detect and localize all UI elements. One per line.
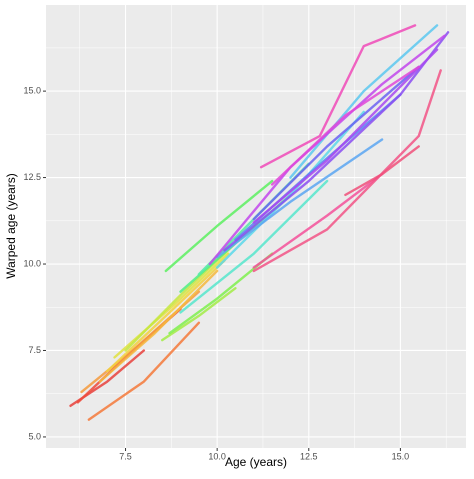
series-line xyxy=(179,179,329,314)
series-line xyxy=(160,287,237,342)
y-tick-label: 7.5 xyxy=(28,345,41,355)
series-line xyxy=(252,69,442,273)
series-line xyxy=(344,145,420,197)
series-line xyxy=(252,65,420,221)
x-tick-label: 15.0 xyxy=(392,451,410,461)
y-tick-label: 12.5 xyxy=(23,172,41,182)
series-line xyxy=(208,34,446,266)
x-tick-label: 12.5 xyxy=(300,451,318,461)
series-line xyxy=(106,259,226,373)
series-line xyxy=(113,252,230,359)
y-tick-label: 5.0 xyxy=(28,431,41,441)
series-line xyxy=(87,321,201,421)
series-line xyxy=(259,24,417,169)
series-line xyxy=(215,138,384,259)
y-tick-label: 10.0 xyxy=(23,258,41,268)
x-tick-label: 7.5 xyxy=(119,451,132,461)
y-tick-label: 15.0 xyxy=(23,85,41,95)
series-line xyxy=(289,24,439,179)
x-tick-label: 10.0 xyxy=(208,451,226,461)
series-line xyxy=(252,172,384,269)
series-line xyxy=(270,65,420,186)
series-line xyxy=(252,48,439,224)
series-line xyxy=(164,179,274,273)
x-axis-title: Age (years) xyxy=(225,455,287,469)
y-axis-title: Warped age (years) xyxy=(4,173,18,279)
series-line xyxy=(98,269,219,383)
